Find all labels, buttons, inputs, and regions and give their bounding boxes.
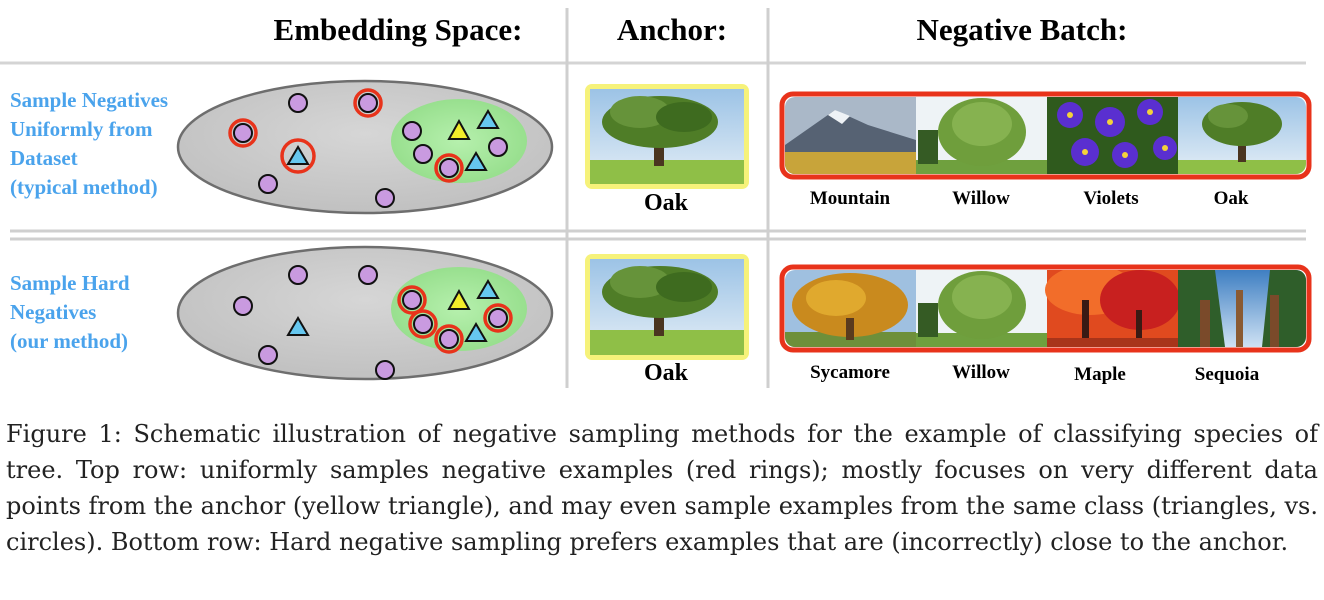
- row-label-line: Dataset: [10, 146, 78, 170]
- negative-ring: [434, 324, 464, 354]
- negative-ring: [353, 88, 383, 118]
- data-point: [439, 329, 459, 349]
- data-point: [358, 265, 378, 285]
- maple-photo: [1045, 270, 1180, 347]
- class-triangle: [464, 151, 488, 171]
- negative-batch-hard: [779, 264, 1312, 353]
- data-point: [233, 296, 253, 316]
- data-point: [402, 121, 422, 141]
- negative-ring: [408, 309, 438, 339]
- row-label-line: Sample Hard: [10, 271, 130, 295]
- class-triangle: [464, 322, 488, 342]
- negative-label: Maple: [1074, 364, 1126, 385]
- sycamore-photo: [785, 270, 916, 347]
- mountain-photo: [785, 97, 916, 174]
- negative-ring: [228, 118, 258, 148]
- header-embedding-space: Embedding Space:: [274, 12, 523, 47]
- data-point: [233, 123, 253, 143]
- anchor-triangle: [447, 288, 471, 310]
- data-point: [439, 158, 459, 178]
- class-triangle: [476, 279, 500, 299]
- negative-ring: [280, 138, 316, 174]
- willow-photo: [916, 97, 1047, 174]
- embedding-space-uniform: [176, 79, 554, 215]
- row-label-line: Sample Negatives: [10, 88, 168, 112]
- data-point: [258, 174, 278, 194]
- header-anchor: Anchor:: [617, 12, 727, 47]
- row-label-line: (typical method): [10, 175, 158, 199]
- negative-sampling-figure: Embedding Space: Anchor: Negative Batch:…: [0, 8, 1312, 388]
- class-triangle: [286, 145, 310, 165]
- row-label-line: (our method): [10, 329, 128, 353]
- anchor-triangle: [447, 118, 471, 140]
- negative-label: Willow: [952, 188, 1010, 209]
- embedding-space-hard: [176, 245, 554, 381]
- data-point: [375, 188, 395, 208]
- figure-caption: Figure 1: Schematic illustration of nega…: [6, 420, 1318, 556]
- class-triangle: [286, 316, 310, 336]
- class-triangle: [476, 109, 500, 129]
- data-point: [488, 308, 508, 328]
- header-negative-batch: Negative Batch:: [917, 12, 1128, 47]
- negative-label: Mountain: [810, 188, 891, 209]
- sequoia-photo: [1178, 270, 1306, 347]
- willow-photo: [916, 270, 1047, 347]
- negative-label: Violets: [1083, 188, 1138, 209]
- negative-ring: [483, 303, 513, 333]
- data-point: [258, 345, 278, 365]
- negative-ring: [397, 285, 427, 315]
- data-point: [413, 314, 433, 334]
- data-point: [375, 360, 395, 380]
- anchor-image-top: [585, 84, 749, 189]
- negative-label: Sycamore: [810, 362, 890, 383]
- negative-label: Oak: [1214, 188, 1249, 209]
- oak-photo: [1178, 97, 1306, 174]
- anchor-image-bottom: [585, 254, 749, 360]
- data-point: [288, 93, 308, 113]
- data-point: [413, 144, 433, 164]
- data-point: [488, 137, 508, 157]
- negative-label: Willow: [952, 362, 1010, 383]
- row-label-line: Negatives: [10, 300, 96, 324]
- grid-lines: [0, 8, 1306, 388]
- violets-photo: [1047, 97, 1178, 174]
- row-label-hard: Sample Hard Negatives (our method): [10, 271, 130, 353]
- row-label-line: Uniformly from: [10, 117, 153, 141]
- negative-ring: [434, 153, 464, 183]
- negative-label: Sequoia: [1195, 364, 1260, 385]
- data-point: [402, 290, 422, 310]
- anchor-label-top: Oak: [644, 190, 689, 216]
- negative-batch-uniform: [779, 91, 1312, 180]
- anchor-label-bottom: Oak: [644, 360, 689, 386]
- data-point: [288, 265, 308, 285]
- data-point: [358, 93, 378, 113]
- row-label-uniform: Sample Negatives Uniformly from Dataset …: [10, 88, 168, 199]
